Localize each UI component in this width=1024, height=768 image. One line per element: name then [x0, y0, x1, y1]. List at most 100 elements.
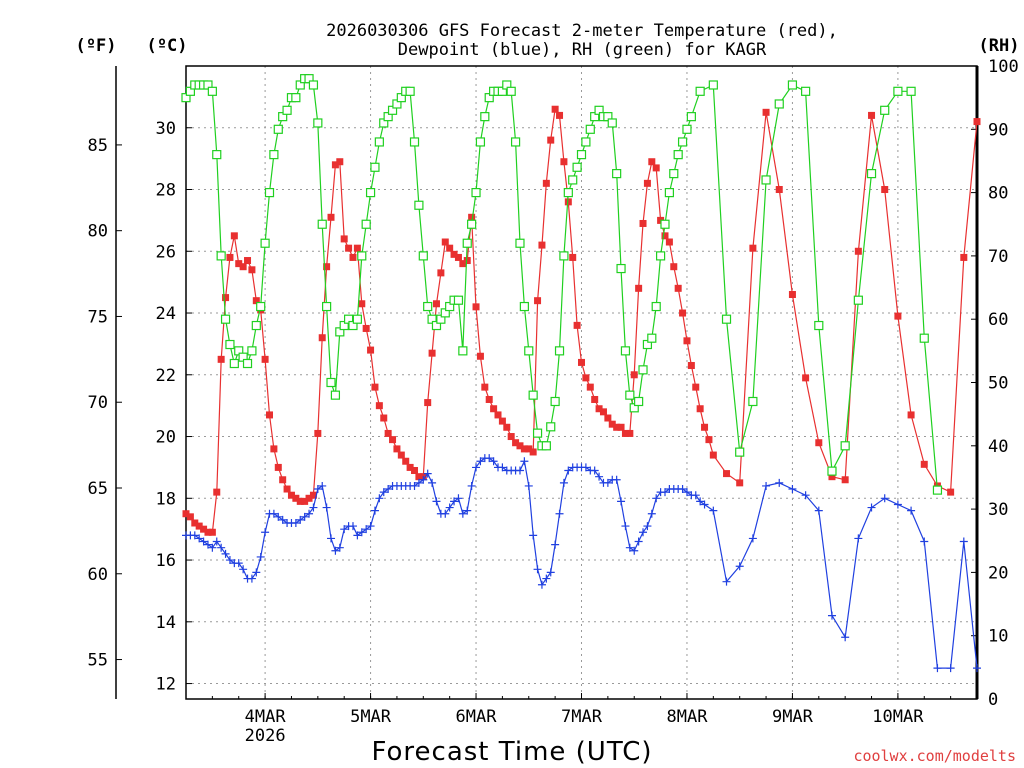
dewpoint-point [485, 454, 494, 463]
rh-point [735, 447, 745, 457]
rh-point [932, 485, 943, 495]
dewpoint-point [362, 525, 371, 534]
dewpoint-point [195, 534, 204, 543]
temperature-point [894, 312, 902, 320]
rh-tick-label: 100 [988, 57, 1019, 77]
rh-point [748, 396, 758, 407]
rh-point [695, 86, 705, 96]
dewpoint-point [234, 559, 243, 568]
rh-point [291, 93, 301, 103]
dewpoint-point [639, 528, 648, 537]
dewpoint-point [973, 664, 981, 673]
dewpoint-point [546, 568, 555, 577]
rh-point [880, 105, 890, 115]
temperature-point [323, 263, 331, 271]
c-tick-label: 26 [156, 242, 176, 262]
rh-point [519, 301, 529, 312]
temperature-point [314, 429, 322, 437]
temperature-point [485, 395, 493, 403]
temperature-point [191, 519, 199, 527]
temperature-point [437, 269, 445, 277]
dewpoint-point [625, 543, 634, 552]
rh-point [260, 238, 270, 248]
temperature-point [345, 244, 353, 252]
temperature-point [692, 383, 700, 391]
temperature-point [362, 324, 370, 332]
dewpoint-point [450, 497, 459, 506]
dewpoint-point [252, 568, 261, 577]
rh-point [634, 396, 644, 407]
temperature-point [397, 451, 405, 459]
dewpoint-point [907, 506, 916, 515]
temperature-point [648, 158, 656, 166]
rh-point [330, 390, 341, 400]
temperature-point [709, 451, 717, 459]
dewpoint-point [867, 503, 876, 512]
rh-point [572, 162, 582, 172]
dewpoint-point [933, 664, 942, 673]
rh-point [528, 390, 538, 400]
temperature-point [520, 445, 528, 453]
dewpoint-point [551, 540, 560, 549]
dewpoint-point [458, 509, 467, 518]
temperature-point [661, 232, 669, 240]
temperature-point [947, 488, 955, 496]
temperature-point [573, 321, 581, 329]
rh-point [524, 346, 534, 356]
rh-point [664, 188, 674, 198]
dewpoint-point [634, 537, 643, 546]
temperature-point [512, 439, 520, 447]
dewpoint-point [893, 500, 902, 509]
f-tick-label: 65 [88, 479, 108, 499]
rh-point [480, 112, 490, 122]
rh-point [423, 301, 433, 312]
temperature-point [604, 414, 612, 422]
dewpoint-point [555, 509, 564, 518]
temperature-point [441, 238, 449, 246]
rh-point [787, 80, 798, 90]
temperature-point [679, 309, 687, 317]
dewpoint-point [274, 512, 283, 521]
dewpoint-point [946, 664, 955, 673]
temperature-point [617, 423, 625, 431]
rh-point [467, 219, 477, 229]
temperature-point [428, 349, 436, 357]
rh-point [409, 137, 420, 147]
temperature-point [226, 253, 234, 261]
dewpoint-point [291, 518, 300, 527]
rh-point [374, 137, 384, 147]
rh-point [322, 301, 332, 312]
temperature-point [762, 108, 770, 116]
temperature-point [591, 395, 599, 403]
x-tick-label: 6MAR [456, 707, 498, 727]
dewpoint-point [203, 540, 212, 549]
temperature-point [375, 402, 383, 410]
temperature-point [670, 263, 678, 271]
rh-point [357, 251, 367, 261]
x-tick-label: 7MAR [561, 707, 603, 727]
dewpoint-point [256, 552, 265, 561]
dewpoint-point [537, 580, 546, 589]
rh-point [814, 320, 824, 331]
temperature-point [208, 528, 216, 536]
rh-point [510, 137, 521, 147]
temperature-point [586, 383, 594, 391]
temperature-point [643, 179, 651, 187]
temperature-point [367, 346, 375, 354]
temperature-point [490, 405, 498, 413]
temperature-point [402, 457, 410, 465]
rh-point [256, 301, 266, 312]
temperature-point [582, 374, 590, 382]
rh-point [655, 251, 666, 261]
rh-point [761, 175, 771, 185]
temperature-point [788, 290, 796, 298]
rh-point [708, 80, 718, 90]
c-tick-label: 12 [156, 675, 176, 695]
rh-tick-label: 10 [988, 627, 1008, 647]
rh-point [559, 251, 569, 261]
dewpoint-point [564, 466, 573, 475]
dewpoint-point [208, 543, 217, 552]
plot-frame [185, 65, 978, 700]
rh-point [269, 150, 279, 160]
temperature-point [468, 213, 476, 221]
